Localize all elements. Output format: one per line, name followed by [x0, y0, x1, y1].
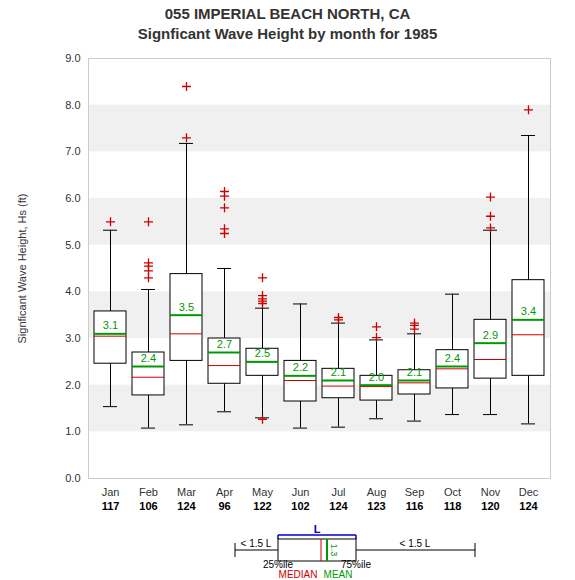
svg-text:124: 124	[329, 500, 348, 512]
svg-text:Feb: Feb	[139, 486, 158, 498]
html-text:055 IMPERIAL BEACH NORTH, CA: 055 IMPERIAL BEACH NORTH, CA	[164, 5, 411, 22]
svg-text:MEDIAN: MEDIAN	[279, 569, 318, 579]
svg-text:106: 106	[139, 500, 157, 512]
svg-text:2.1: 2.1	[331, 366, 346, 378]
svg-text:120: 120	[481, 500, 499, 512]
svg-text:25%ile: 25%ile	[263, 559, 293, 570]
svg-text:96: 96	[218, 500, 230, 512]
svg-text:May: May	[252, 486, 273, 498]
svg-text:2.4: 2.4	[445, 352, 460, 364]
svg-text:Jul: Jul	[331, 486, 345, 498]
svg-text:Oct: Oct	[444, 486, 461, 498]
svg-text:118: 118	[444, 500, 462, 512]
svg-text:< 1.5 L: < 1.5 L	[400, 538, 431, 549]
svg-text:2.0: 2.0	[369, 371, 384, 383]
svg-text:2.9: 2.9	[483, 329, 498, 341]
svg-text:Dec: Dec	[519, 486, 539, 498]
svg-text:Sep: Sep	[405, 486, 425, 498]
svg-text:3.4: 3.4	[521, 305, 536, 317]
svg-text:3.0: 3.0	[65, 332, 80, 344]
svg-text:2.4: 2.4	[141, 352, 156, 364]
svg-text:117: 117	[102, 500, 120, 512]
svg-text:2.1: 2.1	[407, 366, 422, 378]
svg-text:122: 122	[253, 500, 271, 512]
svg-text:L: L	[314, 523, 321, 535]
svg-text:9.0: 9.0	[65, 52, 80, 64]
svg-text:75%ile: 75%ile	[341, 559, 371, 570]
svg-text:1.0: 1.0	[65, 425, 80, 437]
html-text:Signficant Wave Height by mont: Signficant Wave Height by month for 1985	[137, 25, 438, 42]
svg-text:102: 102	[291, 500, 309, 512]
svg-text:3.5: 3.5	[179, 301, 194, 313]
svg-text:123: 123	[367, 500, 385, 512]
svg-text:2.0: 2.0	[65, 379, 80, 391]
svg-text:4.0: 4.0	[65, 285, 80, 297]
svg-text:124: 124	[177, 500, 196, 512]
svg-text:Signficant Wave Height, Hs (ft: Signficant Wave Height, Hs (ft)	[16, 194, 28, 344]
svg-text:1.3: 1.3	[329, 544, 339, 557]
svg-text:< 1.5 L: < 1.5 L	[241, 538, 272, 549]
svg-text:3.1: 3.1	[103, 319, 118, 331]
svg-text:Jun: Jun	[292, 486, 310, 498]
svg-text:Jan: Jan	[102, 486, 120, 498]
svg-text:5.0: 5.0	[65, 239, 80, 251]
svg-text:2.7: 2.7	[217, 338, 232, 350]
svg-text:0.0: 0.0	[65, 472, 80, 484]
svg-text:2.2: 2.2	[293, 361, 308, 373]
svg-text:6.0: 6.0	[65, 192, 80, 204]
svg-text:7.0: 7.0	[65, 145, 80, 157]
svg-text:MEAN: MEAN	[324, 569, 353, 579]
svg-text:Apr: Apr	[216, 486, 233, 498]
svg-text:Aug: Aug	[367, 486, 387, 498]
svg-text:Nov: Nov	[481, 486, 501, 498]
svg-text:8.0: 8.0	[65, 99, 80, 111]
svg-text:124: 124	[519, 500, 538, 512]
svg-text:Mar: Mar	[177, 486, 196, 498]
svg-text:2.5: 2.5	[255, 347, 270, 359]
svg-text:116: 116	[406, 500, 424, 512]
